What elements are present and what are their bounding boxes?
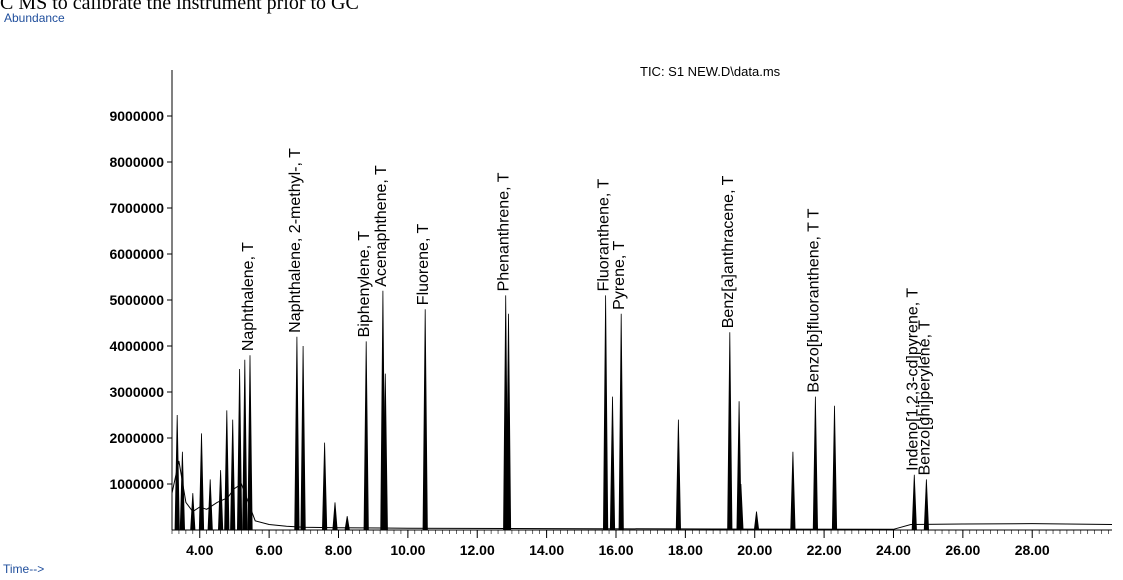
chromatogram-peak: [332, 502, 338, 531]
chromatogram-peak: [179, 451, 186, 531]
chromatogram-peak: [382, 373, 388, 531]
figure-caption-fragment: C MS to calibrate the instrument prior t…: [0, 0, 359, 14]
y-tick-label: 6000000: [109, 246, 164, 262]
chromatogram-peak: [911, 474, 917, 531]
chromatogram-peak: [727, 332, 733, 531]
x-tick-label: 22.00: [807, 542, 842, 558]
chromatogram-peak: [344, 516, 350, 531]
peak-annotation: Naphthalene, T: [240, 242, 257, 351]
chromatogram-peak: [831, 405, 838, 531]
peak-annotation: Acenaphthene, T: [373, 165, 390, 287]
chromatogram-peak: [790, 451, 796, 531]
y-tick-label: 2000000: [109, 430, 164, 446]
axes: 4.00 6.00 8.00 10.00 12.00 14.00 16.00 18.00 20.…: [109, 70, 1112, 558]
chromatogram-peak: [198, 433, 205, 531]
peak-annotation: Indeno[1,2,3-cd]pyrene, T: [904, 288, 921, 471]
chromatogram-peak: [321, 442, 328, 531]
x-tick-label: 6.00: [255, 542, 282, 558]
chromatogram-peak: [923, 479, 930, 531]
y-tick-label: 1000000: [109, 476, 164, 492]
peak-annotation: Fluoranthene, T: [596, 179, 613, 292]
chromatogram-peak: [236, 368, 243, 531]
chromatogram-peak: [207, 479, 213, 531]
peak-annotation: Naphthalene, 2-methyl-, T: [287, 148, 304, 333]
chromatogram-peak: [190, 493, 196, 531]
chromatogram-peak: [242, 359, 248, 531]
y-tick-label: 4000000: [109, 338, 164, 354]
x-tick-label: 26.00: [945, 542, 980, 558]
x-tick-label: 20.00: [737, 542, 772, 558]
x-tick-label: 8.00: [325, 542, 352, 558]
chromatogram-peak: [738, 483, 744, 531]
peak-annotation: Benz[a]anthracene, T: [720, 175, 737, 328]
chromatogram-peak: [618, 313, 624, 531]
y-tick-label: 8000000: [109, 154, 164, 170]
chromatogram-peak: [602, 295, 609, 531]
x-tick-label: 18.00: [668, 542, 703, 558]
y-tick-label: 7000000: [109, 200, 164, 216]
chromatogram-peak: [422, 309, 428, 531]
chromatogram-peak: [294, 336, 300, 531]
x-tick-label: 24.00: [876, 542, 911, 558]
x-axis-label: Time-->: [3, 562, 45, 576]
chromatogram-peak: [217, 470, 224, 531]
peak-annotation: Pyrene, T: [611, 241, 628, 310]
y-axis-label: Abundance: [4, 11, 65, 25]
x-tick-label: 10.00: [390, 542, 425, 558]
peak-labels: Naphthalene, T Naphthalene, 2-methyl-, T B…: [240, 148, 933, 475]
chromatogram-peak: [230, 419, 236, 531]
peak-annotation: Phenanthrene, T: [496, 172, 513, 291]
y-tick-label: 3000000: [109, 384, 164, 400]
peak-annotation: Fluorene, T: [415, 223, 432, 305]
chromatogram-peak: [247, 355, 253, 531]
chromatogram-peak: [224, 410, 230, 531]
x-tick-label: 4.00: [186, 542, 213, 558]
chromatogram-peak: [505, 313, 512, 531]
chromatogram-peak: [363, 341, 369, 531]
peak-annotation: Benzo[b]fluoranthene, T T: [805, 208, 822, 392]
chromatogram-peak: [174, 414, 180, 531]
x-tick-label: 28.00: [1015, 542, 1050, 558]
x-tick-label: 14.00: [529, 542, 564, 558]
x-tick-label: 12.00: [460, 542, 495, 558]
chromatogram-peak: [300, 345, 306, 531]
peak-annotation: Benzo[ghi]perylene, T: [916, 320, 933, 476]
chart-title: TIC: S1 NEW.D\data.ms: [640, 64, 781, 79]
plot-area: [171, 290, 1113, 531]
peak-annotation: Biphenylene, T: [356, 231, 373, 338]
x-tick-label: 16.00: [598, 542, 633, 558]
chromatogram-peak: [753, 511, 760, 531]
y-tick-label: 5000000: [109, 292, 164, 308]
tic-baseline-trace: [171, 460, 1113, 530]
chromatogram-peak: [812, 396, 819, 531]
chromatogram-peak: [675, 419, 682, 531]
chromatogram-peak: [609, 396, 616, 531]
y-tick-label: 9000000: [109, 108, 164, 124]
